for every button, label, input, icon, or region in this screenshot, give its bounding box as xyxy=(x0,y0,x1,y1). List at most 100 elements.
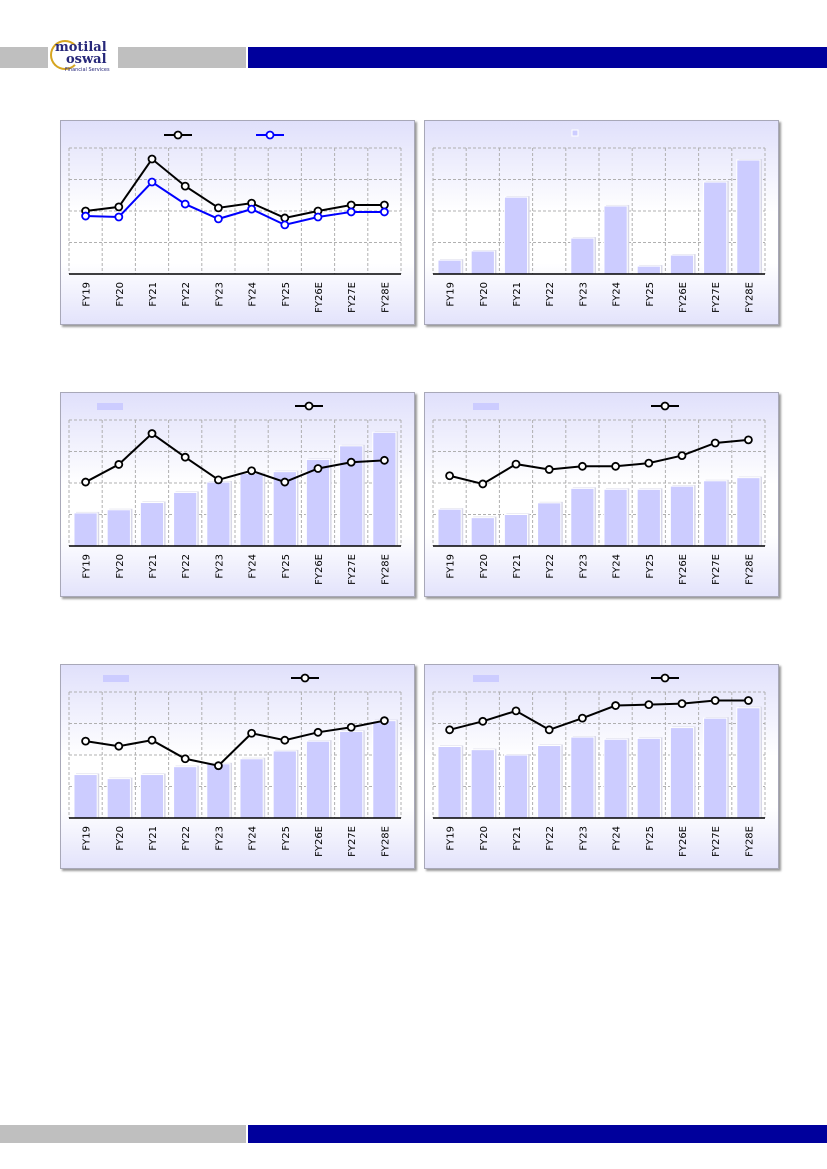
data-point xyxy=(280,735,290,745)
data-point xyxy=(379,207,389,217)
data-point xyxy=(379,716,389,726)
bar xyxy=(239,473,264,547)
x-tick-label: FY23 xyxy=(214,826,225,851)
x-tick-label: FY24 xyxy=(248,554,259,579)
data-point xyxy=(710,438,720,448)
bar xyxy=(503,754,529,819)
data-point xyxy=(346,207,356,217)
x-tick-label: FY23 xyxy=(578,282,589,307)
x-tick-label: FY26E xyxy=(678,282,689,313)
data-point xyxy=(180,452,190,462)
bar xyxy=(636,265,661,275)
data-point xyxy=(280,477,290,487)
bar xyxy=(703,480,728,547)
bar xyxy=(173,766,198,819)
data-point xyxy=(346,722,356,732)
footer-band-gray xyxy=(0,1125,246,1143)
bar xyxy=(570,736,595,819)
bar xyxy=(206,481,231,547)
data-point xyxy=(379,455,389,465)
data-point xyxy=(147,429,157,438)
x-tick-label: FY28E xyxy=(380,282,391,313)
data-point xyxy=(611,701,621,710)
bar xyxy=(437,508,462,547)
x-tick-label: FY20 xyxy=(115,282,126,307)
x-tick-label: FY28E xyxy=(744,282,755,313)
chart-1: FY19 FY20 FY21 FY22 FY23 FY24 FY25 FY26E FY27E FY… xyxy=(60,120,415,325)
x-tick-label: FY24 xyxy=(612,282,623,307)
data-point xyxy=(544,465,554,474)
bar xyxy=(272,750,297,819)
x-tick-label: FY25 xyxy=(281,826,292,851)
bar xyxy=(173,491,198,547)
bar xyxy=(206,763,231,819)
header-band-gray-left xyxy=(0,47,48,68)
bar xyxy=(669,727,695,819)
x-tick-label: FY21 xyxy=(512,826,523,851)
data-point xyxy=(478,716,488,726)
x-tick-label: FY26E xyxy=(314,826,325,857)
bar xyxy=(139,502,165,547)
chart-6: FY19 FY20 FY21 FY22 FY23 FY24 FY25 FY26E FY27E FY… xyxy=(424,664,779,869)
data-point xyxy=(213,203,223,213)
data-point xyxy=(644,458,654,468)
data-point xyxy=(511,706,521,716)
bar xyxy=(537,502,562,547)
x-tick-label: FY24 xyxy=(248,282,259,307)
bar xyxy=(636,737,661,819)
legend-bar-swatch xyxy=(571,129,579,137)
x-tick-label: FY25 xyxy=(645,554,656,579)
legend-bar-swatch xyxy=(473,675,499,682)
bar xyxy=(470,749,495,819)
x-tick-label: FY23 xyxy=(214,282,225,307)
data-point xyxy=(445,725,455,735)
bar xyxy=(139,774,165,819)
legend-bar-swatch xyxy=(103,675,129,682)
data-point xyxy=(511,459,521,469)
x-tick-label: FY27E xyxy=(347,554,358,585)
bar xyxy=(470,517,495,547)
x-tick-label: FY28E xyxy=(380,554,391,585)
logo-subtitle: Financial Services xyxy=(65,67,110,73)
bar xyxy=(503,196,529,275)
x-tick-label: FY20 xyxy=(479,826,490,851)
data-point xyxy=(644,700,654,709)
x-tick-label: FY22 xyxy=(181,282,192,307)
data-point xyxy=(213,214,223,224)
data-point xyxy=(213,475,223,485)
data-point xyxy=(81,477,91,487)
x-tick-label: FY23 xyxy=(578,554,589,579)
data-point xyxy=(544,725,554,735)
data-point xyxy=(313,727,323,737)
series-line xyxy=(85,432,385,484)
header-band-gray xyxy=(116,47,246,68)
x-tick-label: FY23 xyxy=(578,826,589,851)
bar xyxy=(372,720,397,819)
legend-bar-swatch xyxy=(97,403,123,410)
bar xyxy=(669,485,695,547)
bar xyxy=(106,509,131,547)
x-tick-label: FY24 xyxy=(248,826,259,851)
legend-point-marker xyxy=(300,673,310,683)
x-tick-label: FY27E xyxy=(711,282,722,313)
x-tick-label: FY25 xyxy=(281,282,292,307)
bar xyxy=(73,512,98,547)
bar xyxy=(437,745,462,819)
data-point xyxy=(180,754,190,764)
data-point xyxy=(379,200,389,210)
x-tick-label: FY24 xyxy=(612,554,623,579)
x-tick-label: FY26E xyxy=(678,554,689,585)
x-tick-label: FY20 xyxy=(479,282,490,307)
x-tick-label: FY25 xyxy=(645,282,656,307)
chart-3: FY19 FY20 FY21 FY22 FY23 FY24 FY25 FY26E FY27E FY… xyxy=(60,392,415,597)
x-tick-label: FY28E xyxy=(744,554,755,585)
series-line xyxy=(85,719,385,767)
data-point xyxy=(577,713,587,723)
bar xyxy=(106,778,131,819)
x-tick-label: FY28E xyxy=(744,826,755,857)
data-point xyxy=(247,728,257,738)
legend-point-marker xyxy=(660,673,670,683)
x-tick-label: FY19 xyxy=(446,282,457,307)
bar xyxy=(703,181,728,275)
data-point xyxy=(280,213,290,223)
